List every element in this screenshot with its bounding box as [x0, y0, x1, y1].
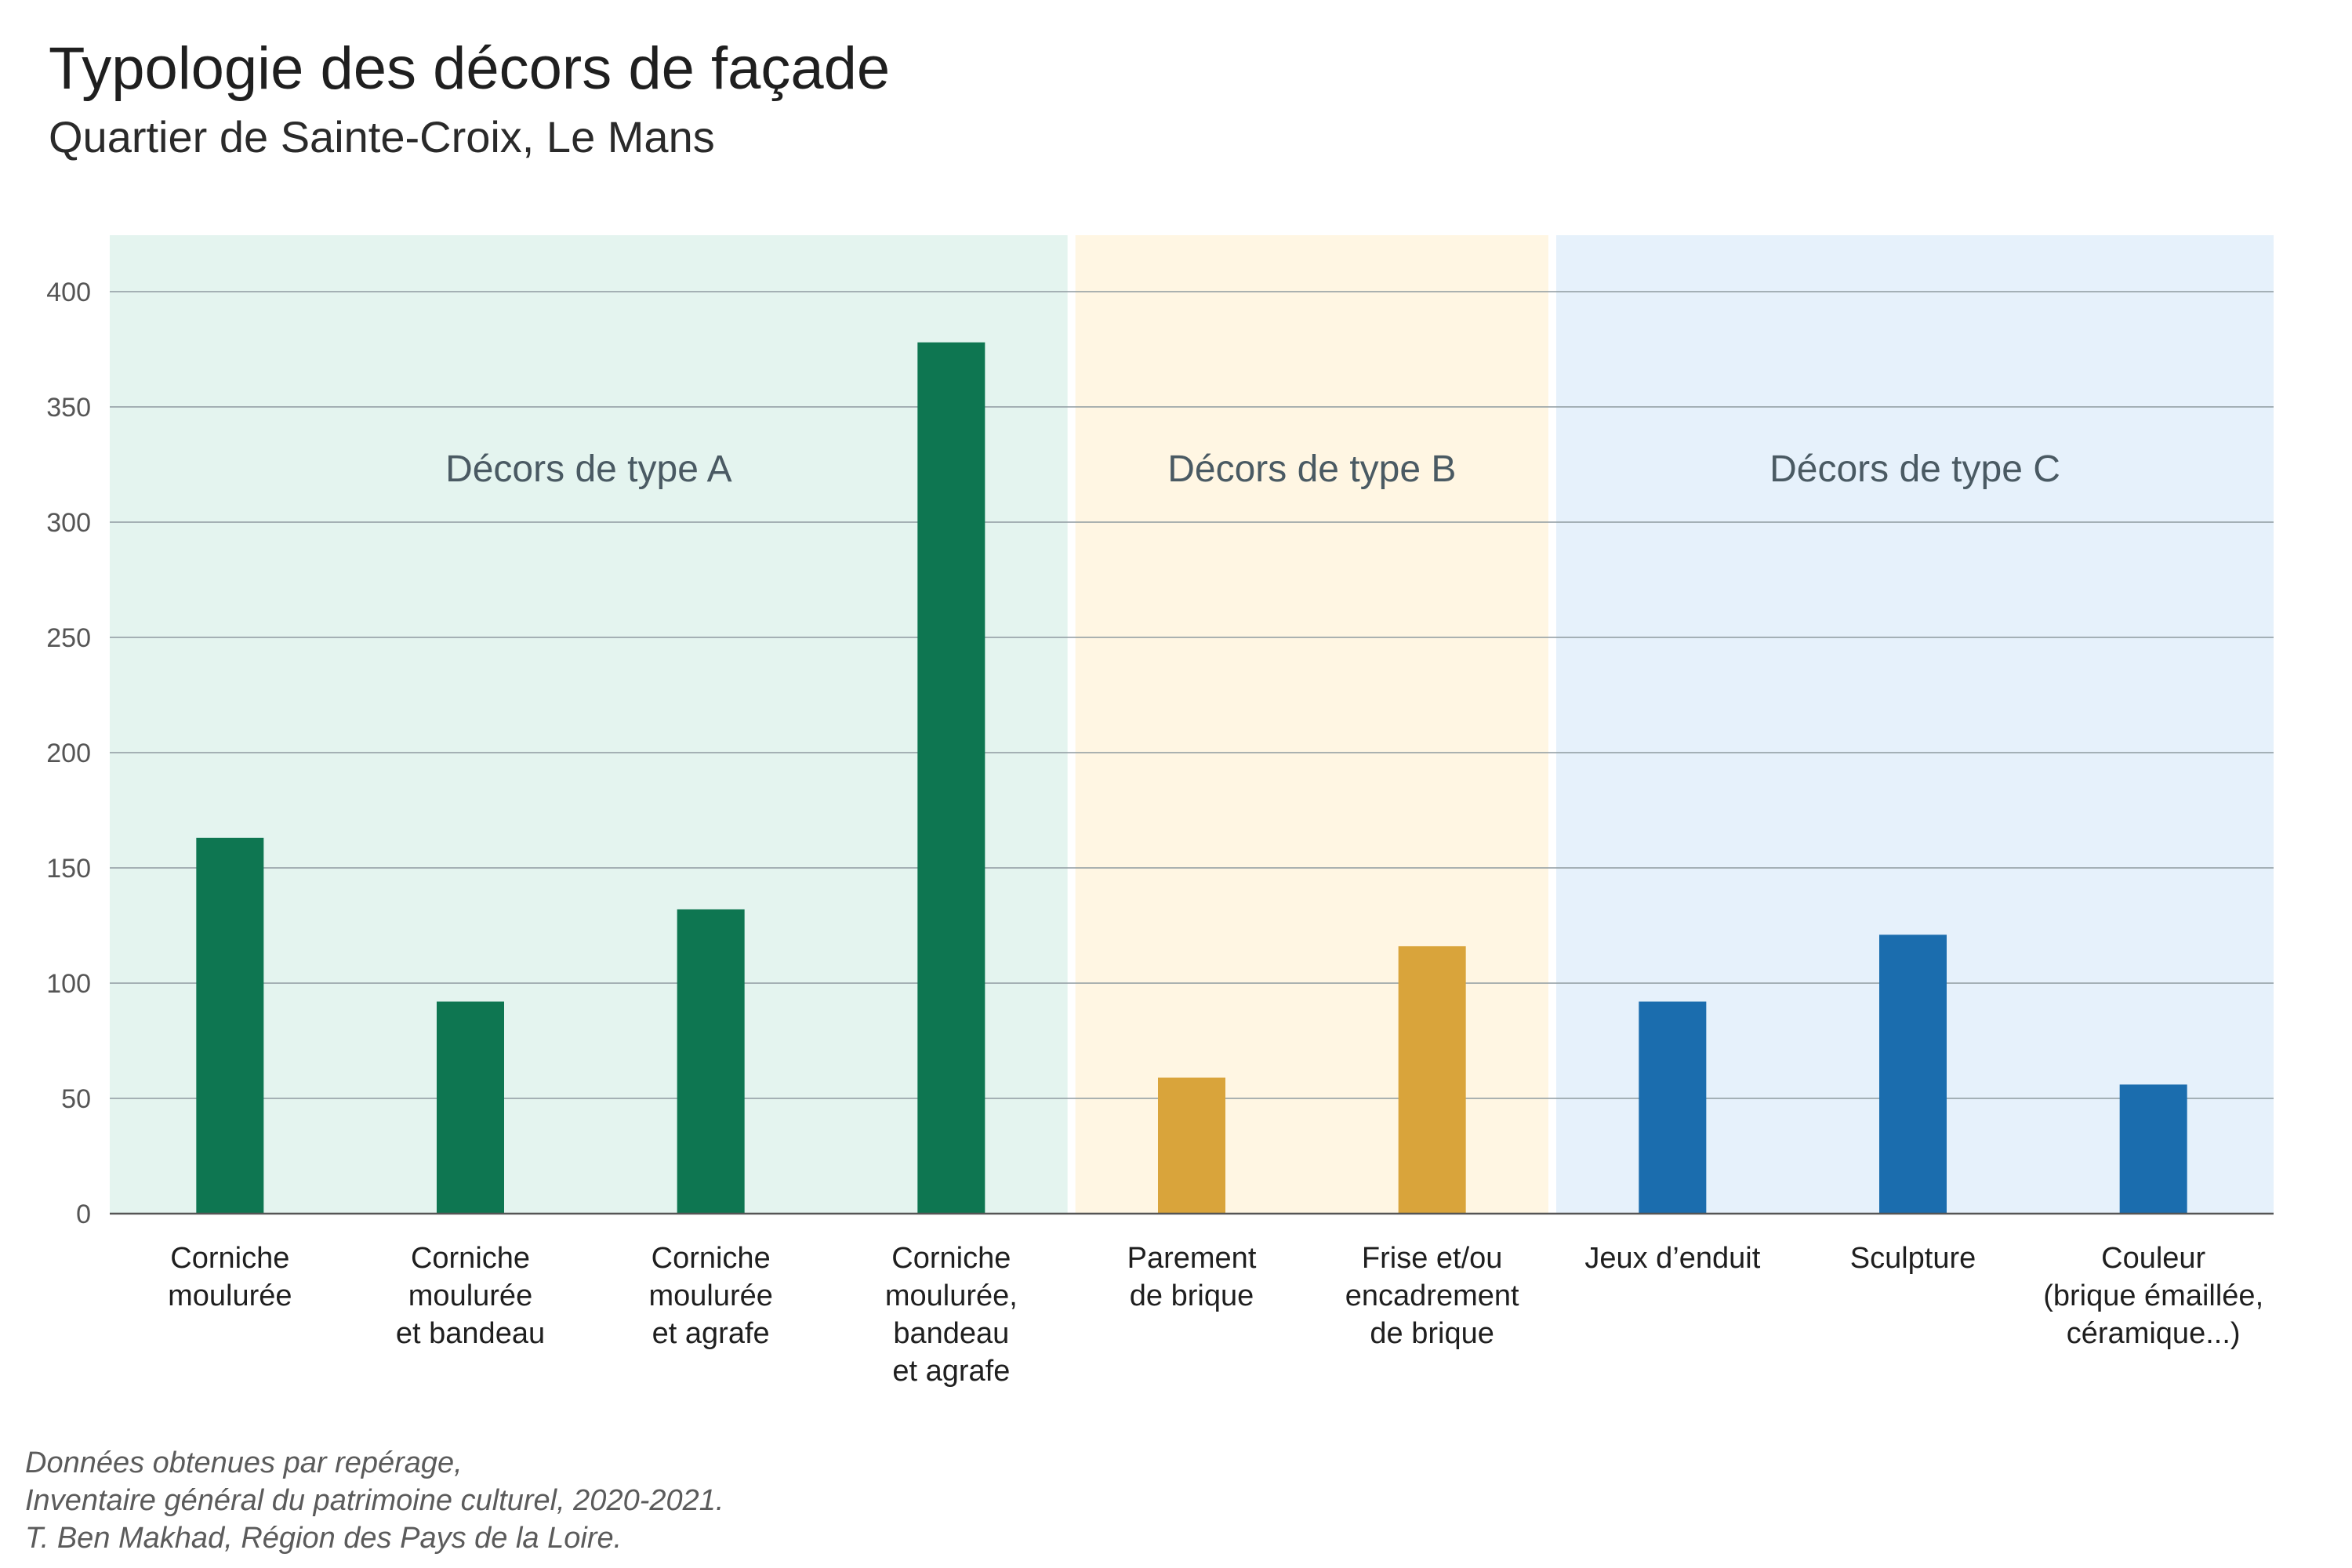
- category-label-line: et agrafe: [652, 1317, 770, 1350]
- y-tick-label: 150: [46, 854, 91, 884]
- y-tick-label: 300: [46, 508, 91, 538]
- category-label-line: Parement: [1127, 1242, 1257, 1275]
- y-tick-label: 50: [61, 1084, 91, 1114]
- bar: [1398, 946, 1466, 1214]
- category-label-line: céramique...): [2067, 1317, 2241, 1350]
- bar: [196, 837, 264, 1214]
- category-label-line: Corniche: [652, 1242, 771, 1275]
- category-label-line: et agrafe: [892, 1355, 1010, 1388]
- category-label-line: (brique émaillée,: [2043, 1279, 2263, 1312]
- category-label: Sculpture: [1850, 1242, 1976, 1275]
- group-label: Décors de type A: [445, 448, 732, 490]
- category-label: Corniche moulurée et bandeau: [396, 1242, 545, 1350]
- category-label-line: encadrement: [1345, 1279, 1519, 1312]
- chart-subtitle: Quartier de Sainte-Croix, Le Mans: [49, 112, 715, 162]
- source-line: Inventaire général du patrimoine culture…: [25, 1484, 724, 1517]
- source-note: Données obtenues par repérage, Inventair…: [25, 1444, 724, 1557]
- category-label-line: Frise et/ou: [1362, 1242, 1503, 1275]
- category-label-line: Corniche: [411, 1242, 530, 1275]
- bar: [2119, 1084, 2187, 1214]
- bar: [437, 1001, 504, 1214]
- category-label-line: moulurée,: [885, 1279, 1018, 1312]
- source-line: T. Ben Makhad, Région des Pays de la Loi…: [25, 1522, 622, 1555]
- y-tick-label: 100: [46, 969, 91, 999]
- category-label: Corniche moulurée, bandeau et agrafe: [885, 1242, 1018, 1388]
- category-label-line: moulurée: [408, 1279, 532, 1312]
- category-label-line: et bandeau: [396, 1317, 545, 1350]
- category-labels: Corniche moulurée Corniche moulurée et bande…: [168, 1242, 2263, 1388]
- category-label-line: Couleur: [2101, 1242, 2205, 1275]
- y-tick-label: 350: [46, 393, 91, 423]
- bar: [917, 342, 985, 1214]
- group-band: [1075, 235, 1548, 1214]
- category-label: Jeux d’enduit: [1584, 1242, 1760, 1275]
- bar: [1639, 1001, 1707, 1214]
- category-label-line: de brique: [1370, 1317, 1494, 1350]
- category-label-line: Corniche: [891, 1242, 1011, 1275]
- category-label-line: Sculpture: [1850, 1242, 1976, 1275]
- axis: 0 50 100 150 200 250 300 350 400: [46, 278, 2274, 1229]
- bar: [1158, 1077, 1225, 1214]
- group-label: Décors de type C: [1769, 448, 2060, 490]
- bar: [1879, 935, 1947, 1214]
- chart-title: Typologie des décors de façade: [49, 35, 891, 102]
- bar: [677, 909, 745, 1214]
- group-labels: Décors de type A Décors de type B Décors d…: [445, 448, 2060, 490]
- y-tick-label: 200: [46, 739, 91, 768]
- group-bands: [110, 235, 2274, 1214]
- source-line: Données obtenues par repérage,: [25, 1446, 463, 1479]
- category-label: Frise et/ou encadrement de brique: [1345, 1242, 1519, 1350]
- y-tick-label: 0: [76, 1200, 91, 1229]
- category-label-line: bandeau: [893, 1317, 1009, 1350]
- category-label-line: Jeux d’enduit: [1584, 1242, 1760, 1275]
- category-label: Corniche moulurée et agrafe: [648, 1242, 772, 1350]
- group-label: Décors de type B: [1167, 448, 1456, 490]
- group-band: [110, 235, 1068, 1214]
- category-label-line: moulurée: [648, 1279, 772, 1312]
- bars: [196, 342, 2187, 1214]
- y-tick-label: 250: [46, 623, 91, 653]
- category-label-line: de brique: [1130, 1279, 1254, 1312]
- category-label: Parement de brique: [1127, 1242, 1257, 1312]
- y-tick-label: 400: [46, 278, 91, 307]
- category-label-line: moulurée: [168, 1279, 292, 1312]
- category-label: Corniche moulurée: [168, 1242, 292, 1312]
- category-label-line: Corniche: [170, 1242, 289, 1275]
- category-label: Couleur (brique émaillée, céramique...): [2043, 1242, 2263, 1350]
- bar-chart: Décors de type A Décors de type B Décors d…: [46, 235, 2274, 1388]
